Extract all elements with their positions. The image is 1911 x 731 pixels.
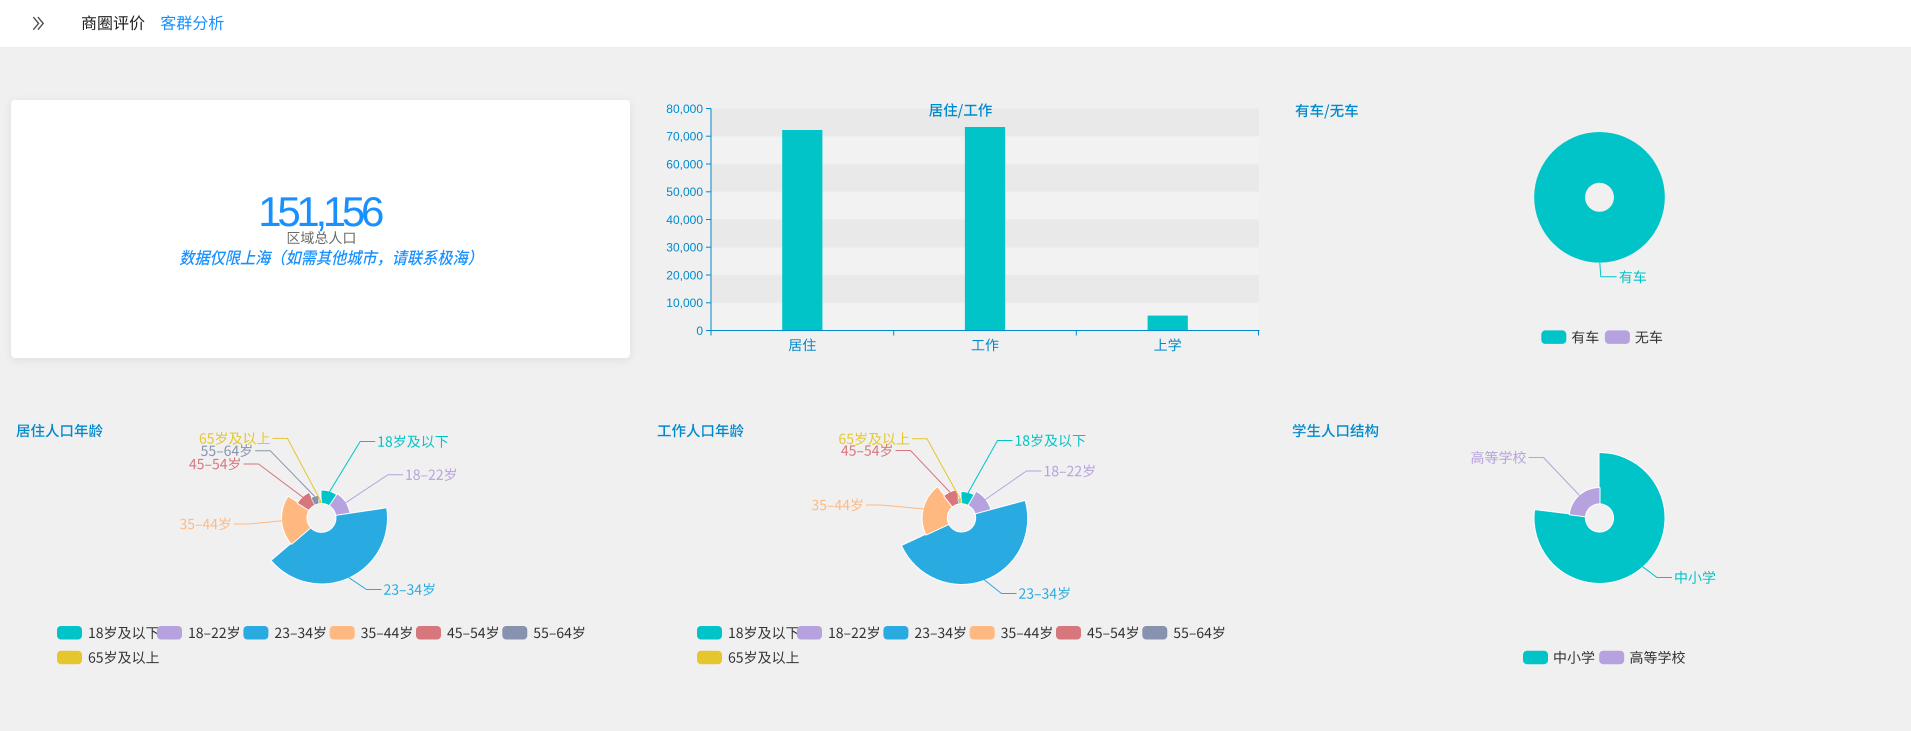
- svg-text:0: 0: [696, 324, 703, 338]
- svg-text:80,000: 80,000: [666, 102, 703, 116]
- svg-text:50,000: 50,000: [666, 185, 703, 199]
- svg-text:30,000: 30,000: [666, 241, 703, 255]
- svg-text:40,000: 40,000: [666, 213, 703, 227]
- svg-text:60,000: 60,000: [666, 157, 703, 171]
- svg-text:10,000: 10,000: [666, 296, 703, 310]
- svg-text:70,000: 70,000: [666, 130, 703, 144]
- svg-text:151,156: 151,156: [258, 188, 384, 235]
- svg-text:20,000: 20,000: [666, 268, 703, 282]
